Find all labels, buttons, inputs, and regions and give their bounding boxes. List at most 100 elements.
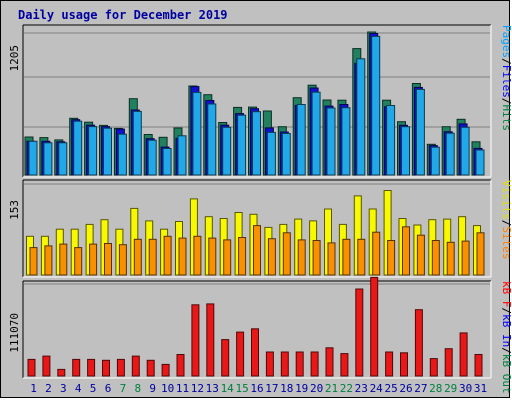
- bar-pages-day-6: [103, 127, 112, 176]
- bar-sites-day-9: [148, 238, 157, 276]
- bar-kb-f-day-15: [236, 331, 245, 377]
- bar-kb-f-day-31: [474, 354, 483, 377]
- bar-sites-day-5: [89, 243, 98, 276]
- bar-kb-f-day-27: [414, 309, 423, 377]
- legend-part: /: [500, 308, 512, 315]
- bar-kb-f-day-8: [131, 355, 140, 377]
- bar-sites-day-2: [44, 245, 53, 276]
- bar-pages-day-17: [266, 131, 276, 176]
- panel-visits-sites-ymax-label: 153: [8, 200, 21, 220]
- bar-pages-day-24: [371, 35, 381, 176]
- legend-part: Pages: [500, 25, 512, 58]
- bar-sites-day-14: [223, 239, 232, 276]
- bar-pages-day-7: [117, 133, 127, 176]
- bar-kb-f-day-28: [429, 358, 438, 377]
- bar-kb-f-day-23: [355, 288, 364, 377]
- legend-part: kB F: [500, 281, 512, 308]
- bar-kb-f-day-13: [206, 303, 215, 377]
- x-tick-label-23: 23: [355, 382, 368, 395]
- bar-sites-day-6: [104, 243, 112, 276]
- bar-pages-day-18: [281, 133, 291, 176]
- bar-sites-day-10: [163, 235, 172, 276]
- x-tick-label-6: 6: [105, 382, 112, 395]
- bar-kb-f-day-14: [221, 339, 230, 377]
- x-tick-label-21: 21: [325, 382, 338, 395]
- bar-sites-day-4: [74, 247, 83, 276]
- bar-pages-day-12: [192, 91, 202, 176]
- bar-pages-day-4: [73, 120, 83, 176]
- panel-pages-files-hits-ymax-label: 1205: [8, 45, 21, 72]
- bar-sites-day-25: [387, 240, 396, 276]
- bar-pages-day-1: [28, 140, 38, 176]
- x-tick-label-1: 1: [30, 382, 37, 395]
- legend-part: /: [500, 347, 512, 354]
- legend-part: Sites: [500, 226, 512, 259]
- bar-sites-day-17: [267, 238, 276, 276]
- bar-pages-day-9: [147, 139, 157, 176]
- bar-kb-f-day-12: [191, 304, 200, 377]
- bar-kb-f-day-9: [146, 359, 155, 377]
- bar-kb-f-day-10: [161, 363, 170, 377]
- bar-sites-day-21: [327, 242, 336, 276]
- bar-sites-day-13: [208, 237, 217, 276]
- bar-pages-day-29: [445, 132, 455, 176]
- bar-sites-day-29: [446, 241, 455, 276]
- x-tick-label-4: 4: [75, 382, 82, 395]
- x-tick-label-18: 18: [280, 382, 293, 395]
- bar-pages-day-22: [341, 107, 351, 176]
- legend-part: Visits: [500, 180, 512, 220]
- bar-kb-f-day-25: [385, 351, 394, 377]
- legend-part: kB In: [500, 314, 512, 347]
- bar-kb-f-day-20: [310, 351, 319, 377]
- bar-sites-day-1: [29, 247, 38, 276]
- bar-kb-f-day-18: [280, 351, 289, 377]
- bar-kb-f-day-17: [265, 351, 274, 377]
- legend-part: Hits: [500, 105, 512, 132]
- bar-sites-day-26: [402, 226, 410, 276]
- bar-kb-f-day-3: [57, 368, 66, 377]
- bar-pages-day-3: [58, 142, 68, 176]
- bar-pages-day-30: [460, 126, 470, 176]
- bar-sites-day-15: [238, 237, 247, 276]
- bar-kb-f-day-6: [102, 359, 110, 377]
- bar-sites-day-7: [118, 244, 127, 276]
- bar-sites-day-8: [133, 238, 142, 276]
- x-tick-label-22: 22: [340, 382, 353, 395]
- bar-pages-day-15: [237, 114, 247, 176]
- x-tick-label-26: 26: [399, 382, 412, 395]
- panel-kb-in-out-f-ymax-label: 111070: [8, 313, 21, 353]
- x-tick-label-2: 2: [45, 382, 52, 395]
- bar-pages-day-31: [475, 149, 485, 176]
- bar-sites-day-16: [253, 225, 261, 276]
- x-tick-label-14: 14: [221, 382, 235, 395]
- bar-sites-day-3: [59, 243, 68, 276]
- bar-pages-day-10: [162, 148, 172, 176]
- bar-kb-f-day-22: [340, 353, 349, 377]
- bar-sites-day-24: [372, 231, 381, 276]
- x-tick-label-16: 16: [250, 382, 263, 395]
- legend-part: Files: [500, 65, 512, 98]
- x-tick-label-20: 20: [310, 382, 323, 395]
- x-tick-label-31: 31: [474, 382, 487, 395]
- bar-sites-day-30: [461, 240, 470, 276]
- bar-pages-day-16: [252, 111, 261, 176]
- bar-kb-f-day-7: [116, 358, 125, 377]
- legend-part: /: [500, 220, 512, 227]
- bar-kb-f-day-11: [176, 354, 185, 377]
- bar-pages-day-27: [415, 88, 425, 176]
- bar-kb-f-day-24: [370, 276, 379, 377]
- bar-kb-f-day-16: [251, 328, 259, 377]
- bar-sites-day-12: [193, 235, 202, 276]
- chart-title: Daily usage for December 2019: [18, 8, 228, 22]
- x-tick-label-11: 11: [176, 382, 189, 395]
- bar-sites-day-18: [282, 232, 291, 276]
- bar-pages-day-28: [430, 146, 440, 176]
- x-tick-label-25: 25: [384, 382, 397, 395]
- bar-pages-day-13: [207, 103, 217, 176]
- x-tick-label-30: 30: [459, 382, 472, 395]
- bar-sites-day-27: [416, 234, 425, 276]
- bar-kb-f-day-29: [444, 348, 453, 377]
- x-tick-label-27: 27: [414, 382, 427, 395]
- legend-part: kB Out: [500, 354, 512, 394]
